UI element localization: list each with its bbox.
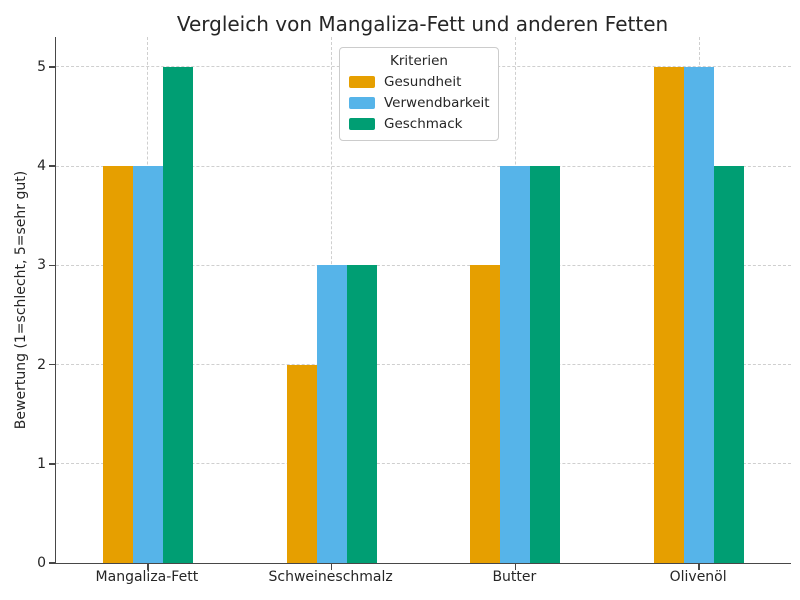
y-tick-mark (49, 562, 55, 564)
legend-swatch-icon (349, 118, 375, 130)
bar-verwendbarkeit-3 (500, 166, 531, 563)
legend-entry: Verwendbarkeit (349, 95, 490, 111)
y-tick-label: 5 (37, 58, 46, 75)
legend-entry-label: Gesundheit (384, 74, 462, 90)
bar-verwendbarkeit-1 (132, 166, 163, 563)
bar-verwendbarkeit-4 (684, 66, 715, 563)
x-tick-mark (514, 564, 517, 570)
x-tick-label: Schweineschmalz (268, 569, 393, 585)
y-tick-mark (49, 363, 55, 366)
bar-verwendbarkeit-2 (316, 265, 347, 563)
plot-area (49, 37, 791, 570)
x-tick-label: Mangaliza-Fett (95, 569, 199, 585)
legend-entry: Geschmack (349, 116, 489, 132)
y-tick-mark (49, 165, 55, 167)
bar-gesundheit-3 (470, 265, 501, 563)
legend-swatch-icon (349, 97, 375, 109)
bar-gesundheit-2 (286, 364, 317, 563)
chart-title: Vergleich von Mangaliza-Fett und anderen… (176, 12, 669, 36)
legend-entry-label: Geschmack (384, 116, 463, 132)
legend-swatch-icon (349, 76, 375, 88)
legend: Kriterien Gesundheit Verwendbarkeit Geschm… (339, 47, 499, 141)
bar-geschmack-1 (162, 66, 193, 563)
y-gridline (56, 264, 791, 266)
legend-entry: Gesundheit (349, 74, 489, 90)
y-tick-label: 3 (37, 257, 46, 274)
x-tick-mark (147, 564, 149, 570)
y-gridline (56, 463, 791, 465)
legend-title: Kriterien (390, 53, 448, 69)
y-tick-mark (49, 463, 55, 465)
legend-entries: Gesundheit Verwendbarkeit Geschmack (349, 74, 490, 132)
x-tick-label: Butter (492, 569, 537, 585)
bar-geschmack-4 (714, 166, 745, 563)
y-tick-label: 0 (37, 555, 46, 571)
y-tick-mark (49, 264, 55, 267)
bar-geschmack-2 (346, 265, 377, 563)
legend-entry-label: Verwendbarkeit (384, 95, 490, 111)
y-gridline (56, 165, 791, 167)
y-tick-mark (49, 66, 55, 68)
x-tick-label: Olivenöl (669, 569, 727, 585)
y-tick-label: 4 (37, 158, 46, 175)
bar-gesundheit-4 (654, 66, 685, 563)
bar-geschmack-3 (530, 166, 561, 563)
x-tick-mark (330, 564, 333, 570)
y-gridline (56, 364, 791, 366)
x-tick-mark (698, 564, 700, 570)
y-tick-label: 1 (37, 455, 46, 472)
y-tick-label: 2 (37, 356, 46, 373)
y-axis-label: Bewertung (1=schlecht, 5=sehr gut) (13, 170, 29, 430)
bar-gesundheit-1 (102, 166, 133, 563)
